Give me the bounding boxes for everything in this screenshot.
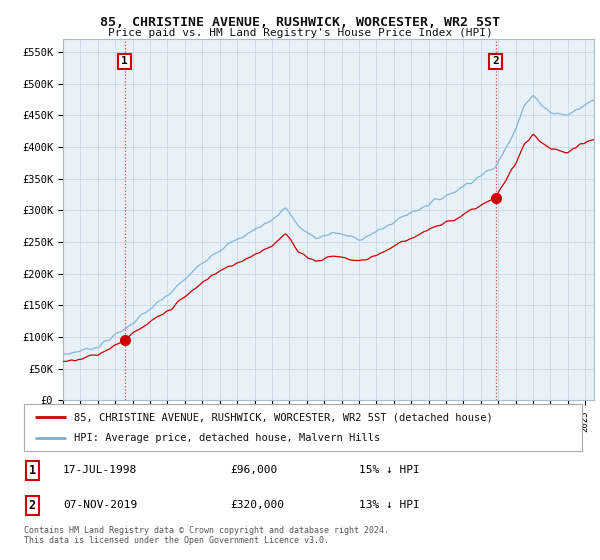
Text: 2: 2 [492, 57, 499, 67]
Text: £320,000: £320,000 [230, 501, 284, 510]
Text: 07-NOV-2019: 07-NOV-2019 [63, 501, 137, 510]
Text: 2: 2 [29, 499, 36, 512]
Text: Contains HM Land Registry data © Crown copyright and database right 2024.: Contains HM Land Registry data © Crown c… [24, 526, 389, 535]
Text: This data is licensed under the Open Government Licence v3.0.: This data is licensed under the Open Gov… [24, 536, 329, 545]
Text: 17-JUL-1998: 17-JUL-1998 [63, 465, 137, 475]
Text: 85, CHRISTINE AVENUE, RUSHWICK, WORCESTER, WR2 5ST: 85, CHRISTINE AVENUE, RUSHWICK, WORCESTE… [100, 16, 500, 29]
Text: £96,000: £96,000 [230, 465, 278, 475]
Text: 85, CHRISTINE AVENUE, RUSHWICK, WORCESTER, WR2 5ST (detached house): 85, CHRISTINE AVENUE, RUSHWICK, WORCESTE… [74, 412, 493, 422]
Text: 1: 1 [121, 57, 128, 67]
Text: 1: 1 [29, 464, 36, 477]
Text: Price paid vs. HM Land Registry's House Price Index (HPI): Price paid vs. HM Land Registry's House … [107, 28, 493, 38]
Text: HPI: Average price, detached house, Malvern Hills: HPI: Average price, detached house, Malv… [74, 433, 380, 443]
Text: 15% ↓ HPI: 15% ↓ HPI [359, 465, 419, 475]
Text: 13% ↓ HPI: 13% ↓ HPI [359, 501, 419, 510]
